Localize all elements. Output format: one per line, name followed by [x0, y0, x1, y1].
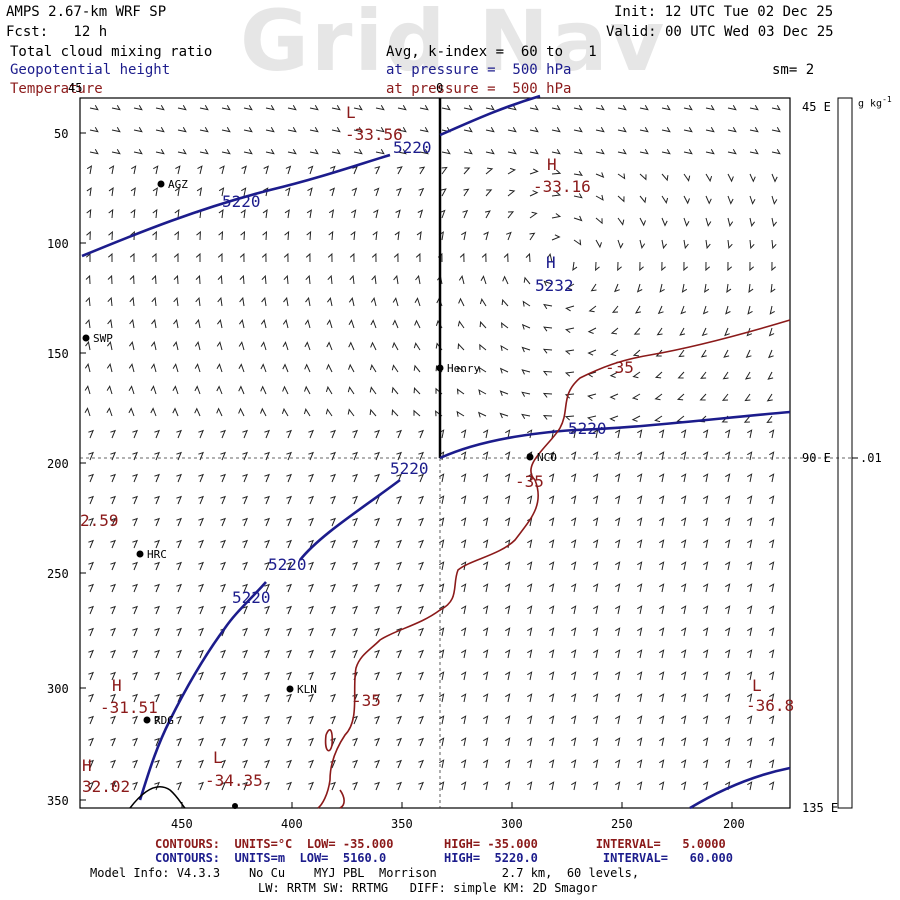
field-cloud-mixing: Total cloud mixing ratio — [10, 44, 213, 60]
height-contour-info: CONTOURS: UNITS=m LOW= 5160.0 HIGH= 5220… — [155, 851, 733, 865]
svg-text:HRC: HRC — [147, 548, 167, 561]
temperature-contours — [317, 319, 791, 809]
low-marker-1: L — [346, 103, 356, 122]
temp-label-9: -34.35 — [205, 771, 263, 790]
high-marker-2: H — [546, 253, 556, 272]
high-marker-3: H — [112, 676, 122, 695]
right-label-90e: 90 E — [802, 451, 831, 465]
temp-label-5: -35 — [352, 691, 381, 710]
y-tick-100: 100 — [47, 237, 69, 251]
colorbar-units: g kg-1 — [858, 95, 892, 110]
watermark-text: Grid Nav — [240, 0, 667, 90]
height-label-1: 5220 — [393, 138, 432, 157]
field-cloud-detail: Avg, k-index = 60 to 1 — [386, 44, 597, 60]
temp-label-7: -31.51 — [100, 698, 158, 717]
low-marker-2: L — [213, 748, 223, 767]
forecast-hour: Fcst: 12 h — [6, 24, 108, 40]
y-tick-300: 300 — [47, 682, 69, 696]
right-label-135e: 135 E — [802, 801, 838, 815]
svg-text:KLN: KLN — [297, 683, 317, 696]
y-tick-350: 350 — [47, 794, 69, 808]
temp-label-10: -36.8 — [746, 696, 794, 715]
x-tick-350: 350 — [391, 817, 413, 831]
height-label-7: 5220 — [232, 588, 271, 607]
smoothing-label: sm= 2 — [772, 62, 815, 78]
temp-label-8: 32.02 — [82, 777, 130, 796]
height-label-3: 5232 — [535, 276, 574, 295]
svg-text:NCO: NCO — [537, 451, 557, 464]
temp-label-2: -33.16 — [533, 177, 591, 196]
wind-barbs — [84, 105, 781, 791]
valid-time: Valid: 00 UTC Wed 03 Dec 25 — [606, 24, 834, 40]
corner-label-45: 45 — [68, 81, 82, 95]
svg-text:AGZ: AGZ — [168, 178, 188, 191]
station-rdg: RDG — [143, 714, 174, 727]
cloud-contour — [129, 786, 186, 809]
height-contours — [81, 94, 791, 810]
svg-text:RDG: RDG — [154, 714, 174, 727]
y-tick-200: 200 — [47, 457, 69, 471]
model-title: AMPS 2.67-km WRF SP — [6, 4, 167, 20]
high-marker-4: H — [82, 756, 92, 775]
temp-label-6: 2.59 — [80, 511, 119, 530]
init-time: Init: 12 UTC Tue 02 Dec 25 — [614, 4, 834, 20]
x-tick-200: 200 — [723, 817, 745, 831]
station-hrc: HRC — [136, 548, 167, 561]
x-tick-250: 250 — [611, 817, 633, 831]
svg-text:Henry: Henry — [447, 362, 480, 375]
temp-label-4: -35 — [515, 472, 544, 491]
colorbar — [837, 97, 853, 809]
height-label-4: 5220 — [568, 419, 607, 438]
field-geopotential: Geopotential height — [10, 62, 171, 78]
station-agz: AGZ — [157, 178, 188, 191]
svg-text:SWP: SWP — [93, 332, 113, 345]
station-kln: KLN — [286, 683, 317, 696]
x-tick-450: 450 — [171, 817, 193, 831]
temp-label-3: -35 — [605, 358, 634, 377]
field-geopotential-detail: at pressure = 500 hPa — [386, 62, 572, 78]
station-henry: Henry — [436, 362, 480, 375]
height-label-5: 5220 — [390, 459, 429, 478]
y-tick-250: 250 — [47, 567, 69, 581]
height-label-2: 5220 — [222, 192, 261, 211]
high-marker-1: H — [547, 155, 557, 174]
field-temperature-detail: at pressure = 500 hPa — [386, 81, 572, 97]
field-temperature: Temperature — [10, 81, 103, 97]
y-tick-150: 150 — [47, 347, 69, 361]
x-tick-400: 400 — [281, 817, 303, 831]
station-swp: SWP — [82, 332, 113, 345]
model-info-line-2: LW: RRTM SW: RRTMG DIFF: simple KM: 2D S… — [258, 881, 598, 895]
station-dot-bottom — [232, 803, 238, 809]
y-tick-50: 50 — [54, 127, 68, 141]
x-tick-300: 300 — [501, 817, 523, 831]
model-info-line-1: Model Info: V4.3.3 No Cu MYJ PBL Morriso… — [90, 866, 640, 880]
temp-contour-info: CONTOURS: UNITS=°C LOW= -35.000 HIGH= -3… — [155, 837, 726, 851]
colorbar-value: .01 — [860, 451, 882, 465]
station-nco: NCO — [526, 451, 557, 464]
temp-label-1: -33.56 — [345, 125, 403, 144]
plot-frame — [79, 97, 791, 809]
height-label-6: 5220 — [268, 555, 307, 574]
low-marker-3: L — [752, 676, 762, 695]
top-label-0: 0 — [436, 81, 443, 95]
right-label-45e: 45 E — [802, 100, 831, 114]
